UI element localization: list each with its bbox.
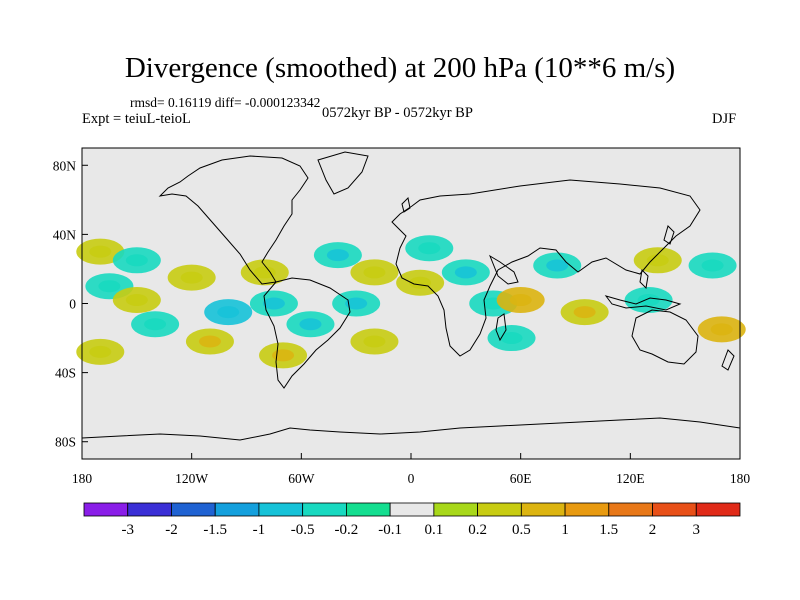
- colorbar-label-7: 0.1: [424, 522, 443, 538]
- coastline-japan: [663, 225, 675, 245]
- colorbar-swatch-10: [520, 502, 566, 517]
- divergence-anomaly-core-11: [299, 318, 322, 331]
- colorbar: -3 -2 -1.5 -1 -0.5 -0.2 -0.1 0.1 0.2 0.5 1 1.5 2 3: [83, 502, 741, 538]
- axis-ticks: 180 120W 60W 0 60E 120E 180 80N 40N 0 40S 80S: [53, 158, 751, 486]
- coastline-indonesia: [604, 295, 682, 311]
- y-tick-label-4: 80S: [55, 435, 76, 450]
- x-tick-label-2: 60W: [288, 471, 315, 486]
- colorbar-swatch-13: [652, 502, 697, 517]
- coastline-eurasia-africa: [391, 179, 701, 357]
- coastline-arabia: [488, 254, 519, 285]
- colorbar-swatch-3: [214, 502, 260, 517]
- period-label: 0572kyr BP - 0572kyr BP: [322, 105, 473, 121]
- colorbar-label-6: -0.1: [378, 522, 402, 538]
- stats-line: rmsd= 0.16119 diff= -0.000123342: [130, 95, 321, 110]
- y-tick-label-0: 80N: [53, 158, 77, 173]
- divergence-anomaly-core-14: [363, 266, 386, 279]
- divergence-anomaly-core-8: [198, 335, 221, 348]
- colorbar-swatch-7: [389, 502, 435, 517]
- x-tick-label-4: 60E: [510, 471, 532, 486]
- colorbar-swatch-0: [83, 502, 129, 517]
- divergence-anomaly-core-21: [509, 294, 532, 307]
- divergence-anomaly-core-16: [363, 335, 386, 348]
- colorbar-label-11: 1.5: [599, 522, 618, 538]
- divergence-anomaly-core-4: [144, 318, 167, 331]
- coastline-new-zealand: [721, 349, 735, 371]
- colorbar-label-2: -1.5: [203, 522, 227, 538]
- coastline-philippines: [639, 268, 649, 290]
- coastline-british-isles: [401, 196, 411, 213]
- colorbar-label-9: 0.5: [512, 522, 531, 538]
- colorbar-swatch-8: [433, 502, 479, 517]
- divergence-anomaly-core-10: [262, 297, 285, 310]
- divergence-anomaly-core-26: [646, 254, 669, 267]
- colorbar-label-4: -0.5: [291, 522, 315, 538]
- map-title: Divergence (smoothed) at 200 hPa (10**6 …: [124, 52, 676, 84]
- divergence-anomaly-core-2: [98, 280, 121, 293]
- divergence-anomaly-core-17: [418, 242, 441, 255]
- coastline-antarctica: [81, 417, 741, 441]
- divergence-anomaly-core-23: [546, 259, 569, 272]
- colorbar-swatch-11: [564, 502, 610, 517]
- coastline-greenland: [317, 151, 369, 195]
- colorbar-label-10: 1: [561, 522, 569, 538]
- coastline-south-america: [263, 277, 351, 389]
- x-tick-label-6: 180: [730, 471, 751, 486]
- colorbar-swatch-9: [477, 502, 522, 517]
- divergence-anomaly-core-1: [125, 254, 148, 267]
- divergence-anomaly-core-7: [217, 306, 240, 319]
- colorbar-label-1: -2: [165, 522, 178, 538]
- y-tick-label-3: 40S: [55, 366, 76, 381]
- y-tick-label-2: 0: [69, 297, 76, 312]
- colorbar-swatch-14: [695, 502, 741, 517]
- season-label: DJF: [712, 111, 737, 127]
- colorbar-swatch-4: [258, 502, 304, 517]
- divergence-anomaly-core-6: [180, 271, 203, 284]
- colorbar-swatch-12: [608, 502, 653, 517]
- colorbar-swatch-2: [171, 502, 216, 517]
- coastline-north-america: [158, 155, 309, 285]
- colorbar-label-13: 3: [693, 522, 701, 538]
- divergence-anomaly-core-24: [573, 306, 596, 319]
- x-tick-label-3: 0: [408, 471, 415, 486]
- divergence-field-layer: [76, 235, 746, 369]
- divergence-anomaly-core-5: [125, 294, 148, 307]
- divergence-anomaly-core-27: [701, 259, 724, 272]
- experiment-label: Expt = teiuL-teioL: [82, 111, 191, 127]
- divergence-anomaly-core-22: [500, 332, 523, 345]
- colorbar-label-8: 0.2: [468, 522, 487, 538]
- colorbar-label-12: 2: [649, 522, 657, 538]
- divergence-anomaly-core-25: [637, 294, 660, 307]
- divergence-anomaly-core-15: [345, 297, 368, 310]
- coastlines: [81, 151, 741, 441]
- divergence-anomaly-core-12: [272, 349, 295, 362]
- colorbar-label-5: -0.2: [335, 522, 359, 538]
- divergence-anomaly-core-9: [253, 266, 276, 279]
- colorbar-swatch-1: [127, 502, 172, 517]
- divergence-anomaly-core-19: [454, 266, 477, 279]
- colorbar-swatch-5: [302, 502, 347, 517]
- coastline-australia: [631, 309, 699, 365]
- colorbar-swatch-6: [345, 502, 391, 517]
- y-tick-label-1: 40N: [53, 227, 77, 242]
- divergence-anomaly-core-13: [326, 249, 349, 262]
- colorbar-label-0: -3: [121, 522, 134, 538]
- coastline-madagascar: [495, 313, 507, 342]
- x-tick-label-5: 120E: [616, 471, 645, 486]
- x-tick-label-1: 120W: [175, 471, 208, 486]
- divergence-anomaly-core-3: [89, 345, 112, 358]
- x-tick-label-0: 180: [72, 471, 93, 486]
- divergence-anomaly-core-28: [710, 323, 733, 336]
- divergence-anomaly-core-0: [89, 245, 112, 258]
- colorbar-label-3: -1: [253, 522, 266, 538]
